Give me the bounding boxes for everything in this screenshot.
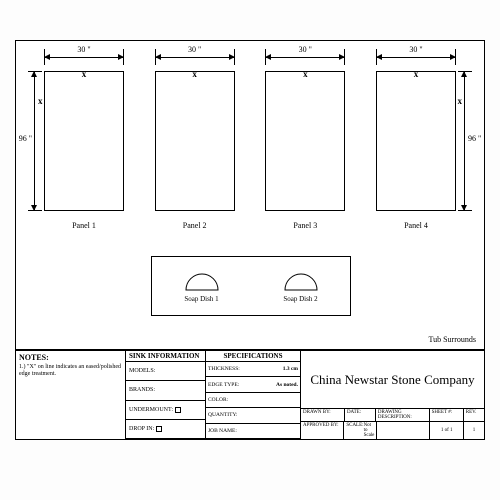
spec-thickness: THICKNESS:1.3 cm bbox=[206, 362, 300, 377]
spec-job-name: JOB NAME: bbox=[206, 424, 300, 439]
company-name: China Newstar Stone Company bbox=[301, 351, 484, 409]
meta-date: DATE: bbox=[345, 409, 376, 421]
edge-mark-x: x bbox=[82, 69, 87, 79]
dimension-value: 30 " bbox=[265, 45, 345, 54]
soap-dish-2: Soap Dish 2 bbox=[283, 270, 319, 303]
spec-edge-type: EDGE TYPE:As noted. bbox=[206, 377, 300, 392]
panel-label: Panel 2 bbox=[155, 221, 235, 230]
sink-dropin: DROP IN: bbox=[126, 420, 205, 439]
checkbox-icon bbox=[175, 407, 181, 413]
sink-heading: SINK INFORMATION bbox=[126, 351, 205, 362]
soap-label: Soap Dish 1 bbox=[184, 295, 220, 303]
edge-mark-x: x bbox=[192, 69, 197, 79]
specs-heading: SPECIFICATIONS bbox=[206, 351, 300, 362]
panel-row: 30 " x Panel 1 30 " x Panel 2 bbox=[44, 71, 456, 230]
dimension-value: 30 " bbox=[44, 45, 124, 54]
meta-scale: SCALE:Not to Scale bbox=[344, 422, 377, 439]
meta-approved-by: APPROVED BY: bbox=[301, 422, 344, 439]
sink-info-column: SINK INFORMATION MODELS: BRANDS: UNDERMO… bbox=[126, 351, 206, 439]
soap-dish-area: Soap Dish 1 Soap Dish 2 bbox=[151, 256, 351, 316]
dimension-value: 30 " bbox=[155, 45, 235, 54]
panel-4: 30 " x Panel 4 bbox=[376, 71, 456, 230]
edge-mark-x: x bbox=[414, 69, 419, 79]
notes-column: NOTES: 1.) "X" on line indicates an ease… bbox=[16, 351, 126, 439]
meta-drawing-desc: DRAWING DESCRIPTION: bbox=[376, 409, 430, 421]
panel-rect: x bbox=[44, 71, 124, 211]
title-block: NOTES: 1.) "X" on line indicates an ease… bbox=[16, 349, 484, 439]
panel-rect: x bbox=[155, 71, 235, 211]
soap-label: Soap Dish 2 bbox=[283, 295, 319, 303]
panel-2: 30 " x Panel 2 bbox=[155, 71, 235, 230]
drawing-area: x 96 " x 96 " 30 " x Panel 1 bbox=[16, 41, 484, 351]
edge-mark-x: x bbox=[458, 96, 463, 106]
dimension-vertical-left: x 96 " bbox=[28, 71, 42, 211]
dimension-value: 30 " bbox=[376, 45, 456, 54]
meta-sheet-val: 1 of 1 bbox=[430, 422, 464, 439]
panel-label: Panel 3 bbox=[265, 221, 345, 230]
panel-label: Panel 4 bbox=[376, 221, 456, 230]
dimension-value: 96 " bbox=[19, 134, 32, 143]
drawing-sheet: x 96 " x 96 " 30 " x Panel 1 bbox=[15, 40, 485, 440]
notes-body: 1.) "X" on line indicates an eased/polis… bbox=[19, 364, 122, 378]
meta-sheet: SHEET #: bbox=[430, 409, 464, 421]
panel-3: 30 " x Panel 3 bbox=[265, 71, 345, 230]
spec-color: COLOR: bbox=[206, 393, 300, 408]
drawing-title: Tub Surrounds bbox=[429, 335, 477, 344]
panel-rect: x bbox=[376, 71, 456, 211]
edge-mark-x: x bbox=[38, 96, 43, 106]
sink-undermount: UNDERMOUNT: bbox=[126, 401, 205, 420]
company-column: China Newstar Stone Company DRAWN BY: DA… bbox=[301, 351, 484, 439]
company-meta: DRAWN BY: DATE: DRAWING DESCRIPTION: SHE… bbox=[301, 409, 484, 439]
sink-brands: BRANDS: bbox=[126, 381, 205, 400]
meta-rev-val: 1 bbox=[464, 422, 484, 439]
sink-models: MODELS: bbox=[126, 362, 205, 381]
soap-dish-icon bbox=[283, 270, 319, 292]
panel-1: 30 " x Panel 1 bbox=[44, 71, 124, 230]
checkbox-icon bbox=[156, 426, 162, 432]
soap-dish-1: Soap Dish 1 bbox=[184, 270, 220, 303]
dimension-value: 96 " bbox=[468, 134, 481, 143]
specs-column: SPECIFICATIONS THICKNESS:1.3 cm EDGE TYP… bbox=[206, 351, 301, 439]
panel-rect: x bbox=[265, 71, 345, 211]
panel-label: Panel 1 bbox=[44, 221, 124, 230]
dimension-vertical-right: x 96 " bbox=[458, 71, 472, 211]
spec-quantity: QUANTITY: bbox=[206, 408, 300, 423]
meta-rev: REV. bbox=[464, 409, 484, 421]
notes-heading: NOTES: bbox=[19, 353, 122, 362]
soap-dish-icon bbox=[184, 270, 220, 292]
edge-mark-x: x bbox=[303, 69, 308, 79]
meta-drawn-by: DRAWN BY: bbox=[301, 409, 345, 421]
